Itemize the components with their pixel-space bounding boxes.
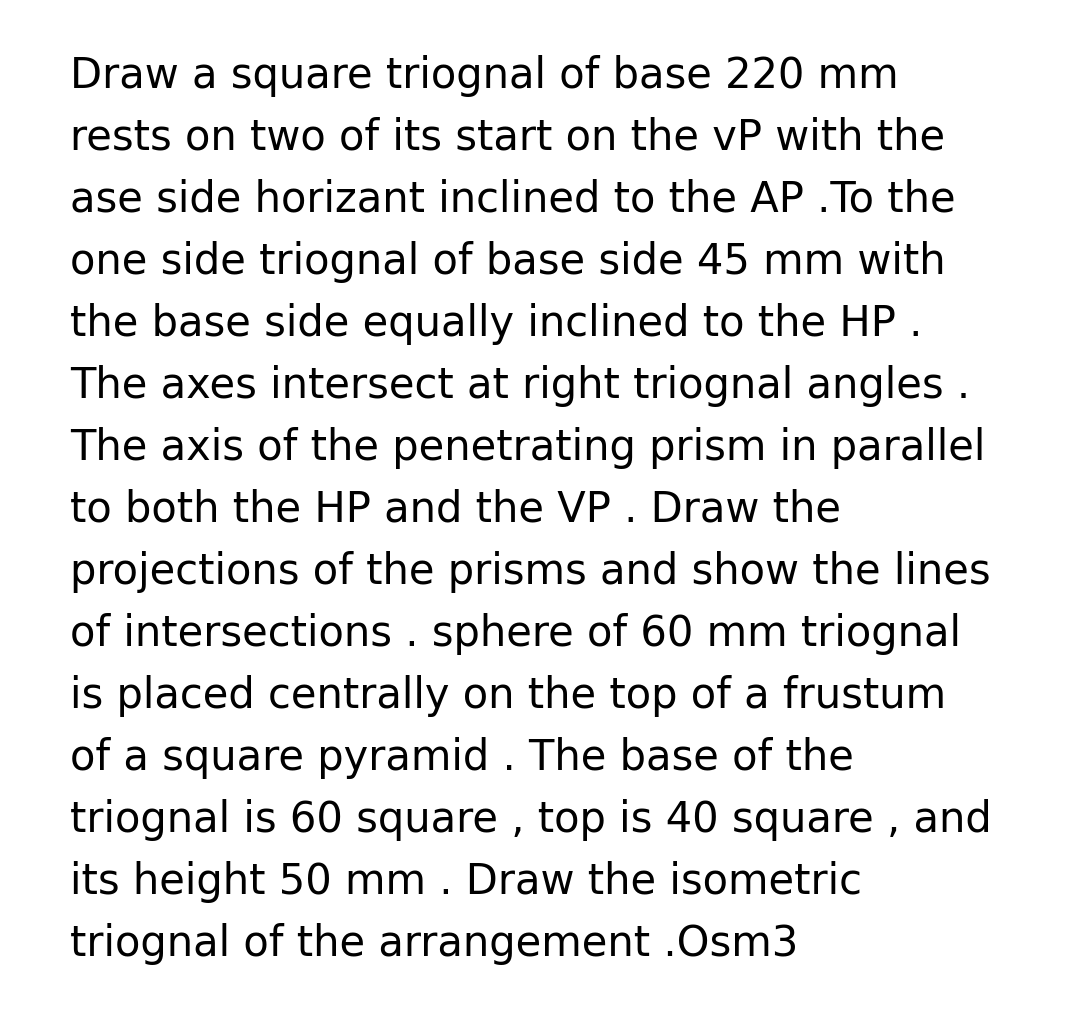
- Text: triognal of the arrangement .Osm3: triognal of the arrangement .Osm3: [70, 923, 798, 965]
- Text: projections of the prisms and show the lines: projections of the prisms and show the l…: [70, 551, 990, 593]
- Text: the base side equally inclined to the HP .: the base side equally inclined to the HP…: [70, 303, 922, 345]
- Text: rests on two of its start on the vP with the: rests on two of its start on the vP with…: [70, 117, 945, 159]
- Text: its height 50 mm . Draw the isometric: its height 50 mm . Draw the isometric: [70, 861, 862, 903]
- Text: of intersections . sphere of 60 mm triognal: of intersections . sphere of 60 mm triog…: [70, 613, 961, 655]
- Text: of a square pyramid . The base of the: of a square pyramid . The base of the: [70, 737, 854, 779]
- Text: one side triognal of base side 45 mm with: one side triognal of base side 45 mm wit…: [70, 241, 946, 283]
- Text: The axes intersect at right triognal angles .: The axes intersect at right triognal ang…: [70, 365, 970, 407]
- Text: Draw a square triognal of base 220 mm: Draw a square triognal of base 220 mm: [70, 56, 899, 97]
- Text: triognal is 60 square , top is 40 square , and: triognal is 60 square , top is 40 square…: [70, 799, 991, 841]
- Text: is placed centrally on the top of a frustum: is placed centrally on the top of a frus…: [70, 675, 946, 717]
- Text: ase side horizant inclined to the AP .To the: ase side horizant inclined to the AP .To…: [70, 179, 956, 221]
- Text: to both the HP and the VP . Draw the: to both the HP and the VP . Draw the: [70, 489, 841, 531]
- Text: The axis of the penetrating prism in parallel: The axis of the penetrating prism in par…: [70, 427, 985, 469]
